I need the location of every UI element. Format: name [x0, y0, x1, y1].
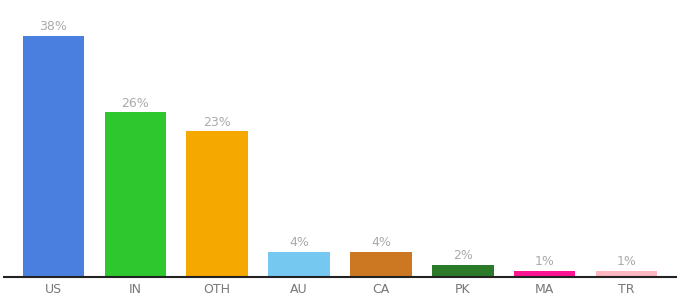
Text: 26%: 26% — [121, 97, 149, 110]
Text: 4%: 4% — [371, 236, 391, 249]
Bar — [350, 252, 411, 277]
Bar — [186, 131, 248, 277]
Bar — [514, 271, 575, 277]
Text: 1%: 1% — [535, 255, 555, 268]
Text: 2%: 2% — [453, 249, 473, 262]
Bar — [596, 271, 658, 277]
Bar — [269, 252, 330, 277]
Text: 23%: 23% — [203, 116, 231, 129]
Bar — [22, 36, 84, 277]
Bar — [432, 265, 494, 277]
Text: 4%: 4% — [289, 236, 309, 249]
Text: 1%: 1% — [617, 255, 636, 268]
Bar — [105, 112, 166, 277]
Text: 38%: 38% — [39, 20, 67, 33]
